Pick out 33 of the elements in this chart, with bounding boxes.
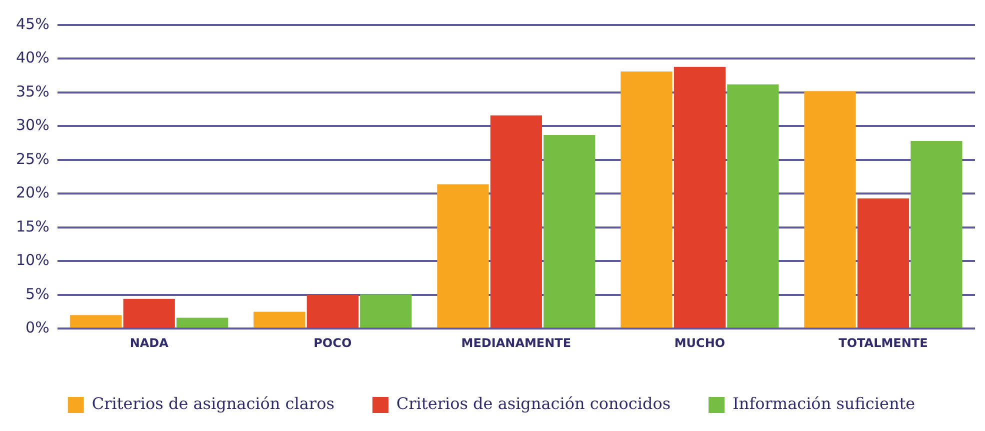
legend-label: Información suficiente bbox=[732, 394, 916, 414]
y-tick-label: 10% bbox=[16, 251, 50, 270]
bar bbox=[437, 184, 489, 328]
x-tick-label: POCO bbox=[314, 336, 352, 350]
bar bbox=[910, 141, 962, 328]
y-tick-label: 40% bbox=[16, 48, 50, 67]
bar bbox=[70, 315, 122, 328]
bar bbox=[490, 115, 542, 328]
legend-label: Criterios de asignación conocidos bbox=[396, 394, 671, 414]
x-tick-label: MEDIANAMENTE bbox=[461, 336, 572, 350]
bar bbox=[857, 198, 910, 328]
y-tick-label: 15% bbox=[16, 217, 50, 236]
bar bbox=[254, 312, 306, 328]
bar bbox=[804, 91, 856, 328]
bar bbox=[360, 294, 412, 328]
x-tick-label: TOTALMENTE bbox=[838, 336, 928, 350]
y-tick-label: 0% bbox=[26, 318, 50, 336]
y-tick-label: 35% bbox=[16, 82, 50, 100]
bar bbox=[620, 72, 672, 328]
bar bbox=[123, 298, 175, 328]
bar bbox=[544, 134, 596, 328]
legend-label: Criterios de asignación claros bbox=[92, 394, 334, 414]
bar bbox=[674, 66, 726, 328]
y-tick-label: 45% bbox=[16, 14, 50, 33]
y-tick-label: 20% bbox=[16, 184, 50, 202]
x-tick-label: NADA bbox=[130, 336, 170, 350]
y-tick-label: 5% bbox=[26, 284, 50, 303]
bar bbox=[306, 294, 358, 328]
y-tick-label: 30% bbox=[16, 116, 50, 134]
bar bbox=[176, 318, 228, 328]
x-tick-label: MUCHO bbox=[674, 336, 726, 350]
bar bbox=[727, 84, 779, 328]
y-tick-label: 25% bbox=[16, 150, 50, 168]
